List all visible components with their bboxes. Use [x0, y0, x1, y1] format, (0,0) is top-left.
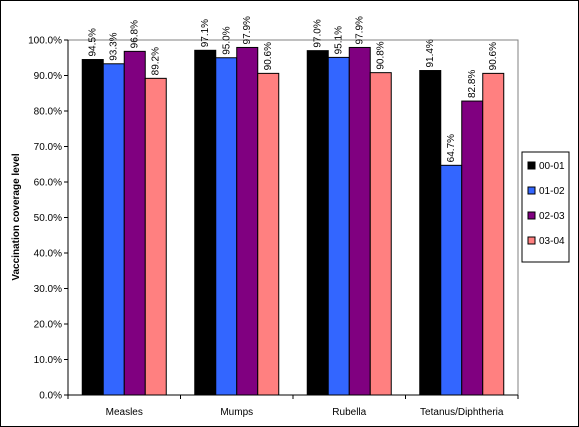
legend-label: 00-01 — [539, 161, 565, 172]
y-axis-label: Vaccination coverage level — [11, 153, 22, 281]
legend-swatch — [527, 211, 536, 220]
y-tick-label: 10.0% — [34, 355, 62, 366]
y-tick-label: 0.0% — [39, 391, 62, 402]
x-tick-label: Mumps — [220, 407, 253, 418]
plot-area: 0.0% 10.0% 20.0% 30.0% 40.0% 50.0% 60.0% 70.0% 8… — [28, 16, 519, 418]
data-label: 89.2% — [151, 47, 162, 75]
data-label: 96.8% — [130, 20, 141, 48]
y-tick-label: 70.0% — [34, 142, 62, 153]
bar — [369, 72, 392, 396]
legend-swatch — [527, 186, 536, 195]
x-tick-label: Tetanus/Diphtheria — [420, 407, 504, 418]
bar — [306, 50, 329, 396]
y-tick-label: 50.0% — [34, 213, 62, 224]
bar — [215, 57, 238, 396]
y-tick-label: 90.0% — [34, 71, 62, 82]
data-label: 97.9% — [355, 16, 366, 44]
x-tick-label: Measles — [106, 407, 143, 418]
y-tick-label: 20.0% — [34, 320, 62, 331]
legend-label: 02-03 — [539, 211, 565, 222]
data-label: 97.0% — [313, 19, 324, 47]
data-label: 95.1% — [334, 26, 345, 54]
x-tick-label: Rubella — [332, 407, 366, 418]
legend: 00-01 01-02 02-03 03-04 — [521, 151, 570, 263]
legend-label: 01-02 — [539, 186, 565, 197]
data-label: 90.6% — [263, 42, 274, 70]
data-label: 94.5% — [88, 28, 99, 56]
y-tick-label: 30.0% — [34, 284, 62, 295]
data-label: 90.8% — [376, 41, 387, 69]
legend-label: 03-04 — [539, 236, 565, 247]
bar — [419, 70, 442, 396]
y-tick-label: 100.0% — [28, 36, 62, 47]
data-label: 82.8% — [467, 70, 478, 98]
bar — [257, 72, 280, 396]
data-label: 64.7% — [446, 134, 457, 162]
bar — [123, 50, 146, 396]
bar — [102, 63, 125, 396]
bar — [348, 46, 371, 396]
data-label: 90.6% — [488, 42, 499, 70]
data-label: 93.3% — [109, 32, 120, 60]
bar — [194, 49, 217, 396]
data-label: 95.0% — [221, 26, 232, 54]
legend-swatch — [527, 236, 536, 245]
y-tick-label: 40.0% — [34, 249, 62, 260]
bar — [236, 46, 259, 396]
bar — [482, 72, 505, 396]
data-label: 91.4% — [425, 39, 436, 67]
bar — [440, 164, 463, 396]
y-tick-label: 80.0% — [34, 107, 62, 118]
legend-swatch — [527, 161, 536, 170]
y-tick-label: 60.0% — [34, 178, 62, 189]
bar — [327, 56, 350, 396]
bar — [461, 100, 484, 396]
data-label: 97.9% — [242, 16, 253, 44]
data-label: 97.1% — [200, 19, 211, 47]
bar — [81, 59, 104, 396]
bar — [144, 77, 167, 396]
